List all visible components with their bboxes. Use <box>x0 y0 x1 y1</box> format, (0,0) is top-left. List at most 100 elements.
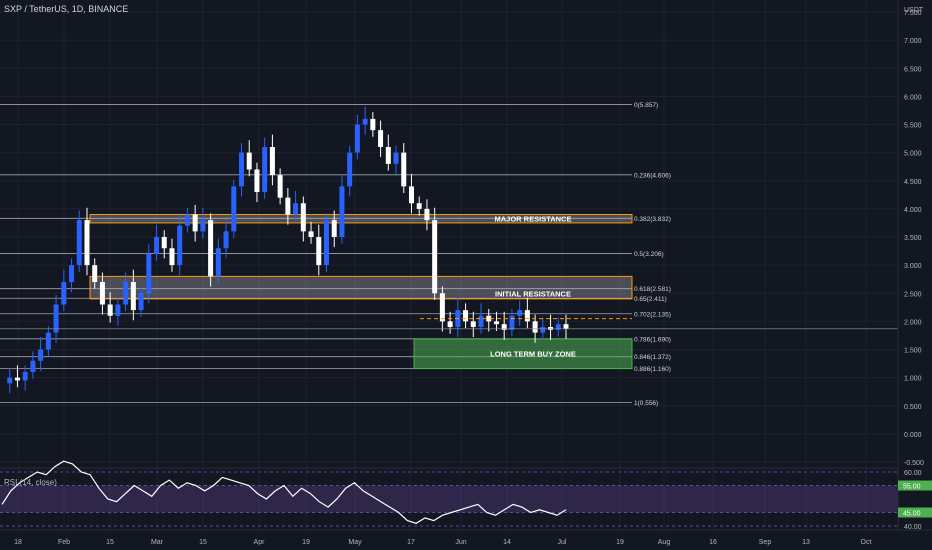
candle-body <box>61 282 67 305</box>
candle-body <box>146 253 152 294</box>
y-tick-label: 4.000 <box>904 207 922 214</box>
candle-body <box>408 186 414 204</box>
zone-box <box>89 214 633 224</box>
rsi-marker-label: 45.00 <box>903 511 921 518</box>
candle-body <box>223 231 229 249</box>
x-axis-bg <box>0 530 932 550</box>
candle-body <box>14 377 20 381</box>
rsi-label: RSI (14, close) <box>4 478 57 487</box>
candle-body <box>347 152 353 187</box>
y-tick-label: 1.500 <box>904 348 922 355</box>
y-tick-label: 6.500 <box>904 66 922 73</box>
candles <box>7 106 569 394</box>
fib-label: 0.618(2.581) <box>634 286 671 293</box>
currency-label: USDT <box>904 7 924 14</box>
candle-body <box>323 220 329 266</box>
y-tick-label: 6.000 <box>904 94 922 101</box>
fib-label: 0(5.857) <box>634 102 658 109</box>
fib-label: 0.886(1.160) <box>634 366 671 373</box>
fib-label: 0.65(2.411) <box>634 296 667 303</box>
y-tick-label: 4.500 <box>904 179 922 186</box>
candle-body <box>30 360 36 372</box>
fib-label: 0.786(1.690) <box>634 336 671 343</box>
candle-body <box>424 208 430 221</box>
candle-body <box>277 175 283 198</box>
candle-body <box>130 282 136 311</box>
candle-body <box>354 124 360 153</box>
rsi-tick-label: 60.00 <box>904 470 922 477</box>
candle-body <box>99 282 105 305</box>
x-axis: 18 Feb 15 Mar 15 Apr 19 May 17 Jun 14 Jul 19 Aug 16 Sep… <box>0 529 932 550</box>
candle-body <box>316 237 322 266</box>
zone-label: INITIAL RESISTANCE <box>495 289 571 298</box>
fib-label: 0.702(2.135) <box>634 311 671 318</box>
y-tick-label: 5.000 <box>904 151 922 158</box>
candle-body <box>115 304 121 316</box>
fib-levels: 0(5.857) 0.236(4.606) 0.382(3.832) 0.5(3.20… <box>0 102 671 407</box>
candle-body <box>45 332 51 350</box>
candle-body <box>370 118 376 131</box>
zone-label: MAJOR RESISTANCE <box>495 215 572 224</box>
candle-body <box>231 186 237 232</box>
candle-body <box>293 203 299 215</box>
fib-label: 0.846(1.372) <box>634 354 671 361</box>
candle-body <box>331 220 337 237</box>
zone-label: LONG TERM BUY ZONE <box>490 350 576 359</box>
candle-body <box>254 169 260 192</box>
x-tick-label: Apr <box>254 539 266 546</box>
y-tick-label: 3.000 <box>904 263 922 270</box>
y-tick-label: 7.000 <box>904 38 922 45</box>
candle-body <box>416 203 422 209</box>
candle-body <box>84 220 90 266</box>
candle-body <box>478 315 484 327</box>
candle-body <box>555 324 561 330</box>
candle-body <box>262 147 268 192</box>
candle-body <box>300 203 306 232</box>
x-tick-label: 15 <box>106 539 114 546</box>
candle-body <box>7 377 13 384</box>
y-tick-label: -0.500 <box>904 460 924 467</box>
zone-box <box>89 275 633 300</box>
candle-body <box>540 327 546 333</box>
candle-body <box>339 186 345 237</box>
fib-label: 0.382(3.832) <box>634 216 671 223</box>
y-tick-label: 3.500 <box>904 235 922 242</box>
candle-body <box>393 152 399 164</box>
candle-body <box>548 327 554 330</box>
candle-body <box>385 147 391 164</box>
y-axis-bg <box>898 0 932 550</box>
x-tick-label: Oct <box>861 539 872 546</box>
rsi-marker <box>898 507 932 518</box>
fib-label: 0.236(4.606) <box>634 172 671 179</box>
x-tick-label: 16 <box>709 539 717 546</box>
candle-body <box>76 220 82 266</box>
candle-body <box>239 152 245 187</box>
x-tick-label: Jun <box>455 539 466 546</box>
candle-body <box>285 197 291 215</box>
candle-body <box>401 152 407 187</box>
y-tick-label: 5.500 <box>904 123 922 130</box>
candle-body <box>69 265 75 282</box>
x-tick-label: 17 <box>407 539 415 546</box>
zones: MAJOR RESISTANCE INITIAL RESISTANCE LONG T… <box>89 214 633 370</box>
candle-body <box>22 372 28 381</box>
candle-body <box>432 220 438 294</box>
rsi-panel <box>0 460 898 527</box>
candle-body <box>177 225 183 266</box>
x-tick-label: 15 <box>199 539 207 546</box>
x-tick-label: 13 <box>802 539 810 546</box>
y-axis: 7.500 7.000 6.500 6.000 5.500 5.000 4.500 4.000… <box>897 0 932 550</box>
candle-body <box>92 265 98 282</box>
x-tick-label: Mar <box>151 539 164 546</box>
grid <box>0 0 898 530</box>
candle-body <box>532 321 538 333</box>
x-tick-label: 18 <box>14 539 22 546</box>
candle-body <box>215 248 221 277</box>
rsi-marker-label: 55.00 <box>903 484 921 491</box>
x-tick-label: Sep <box>759 539 772 546</box>
y-tick-label: 2.500 <box>904 291 922 298</box>
candle-body <box>53 304 59 333</box>
candle-body <box>208 220 214 277</box>
candle-body <box>486 315 492 322</box>
